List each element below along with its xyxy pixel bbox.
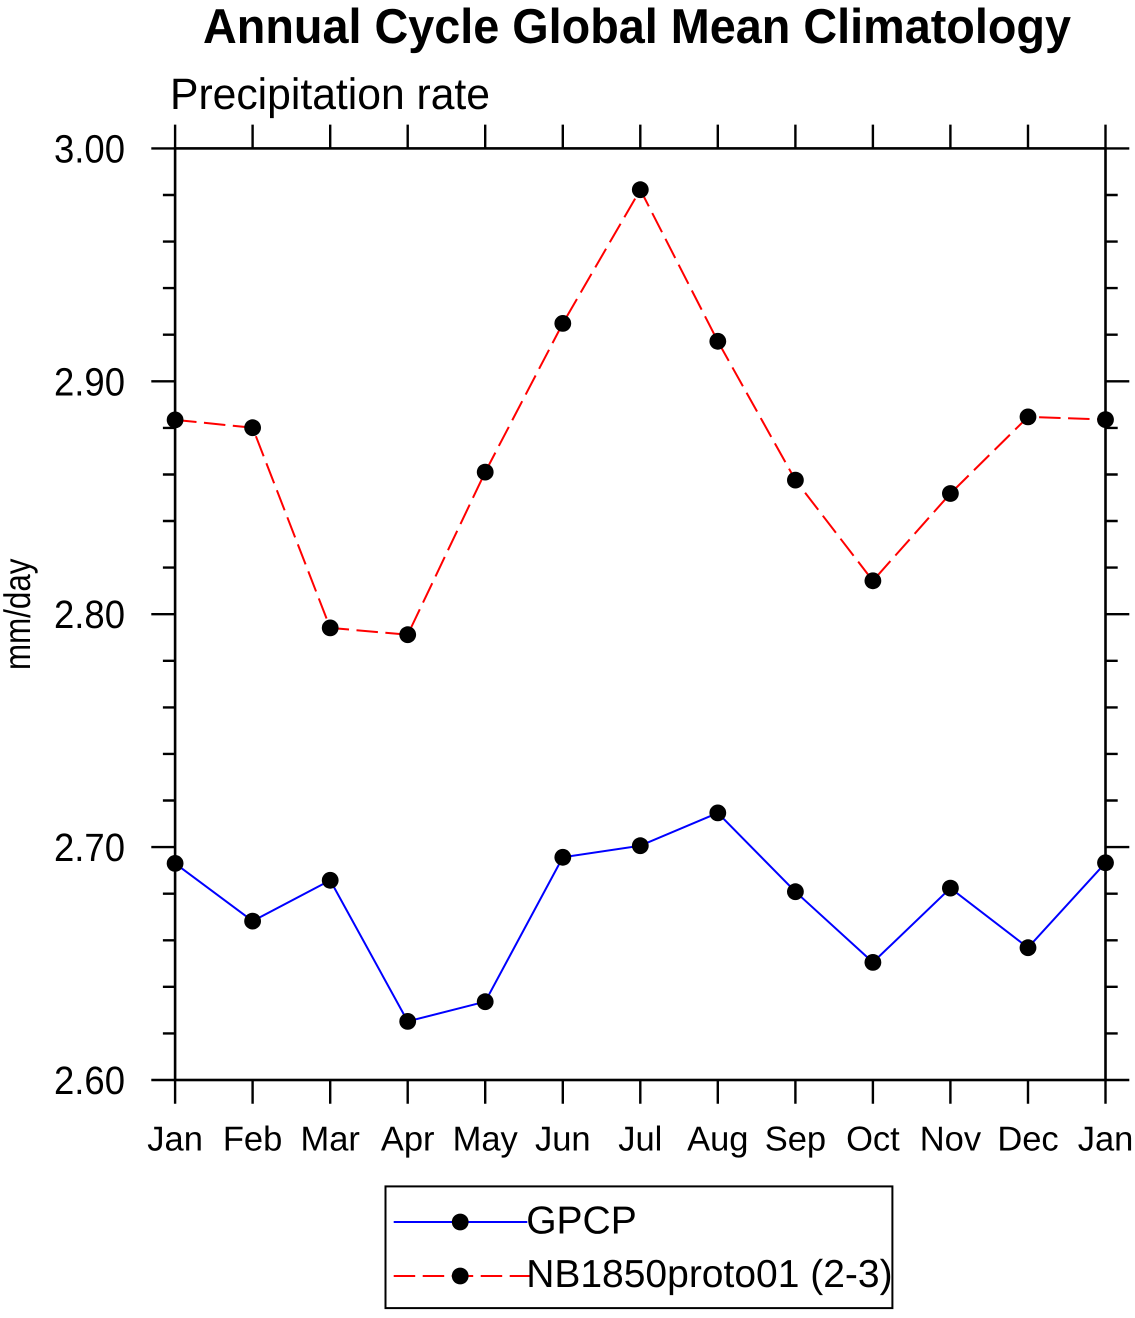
svg-text:Dec: Dec xyxy=(997,1120,1058,1158)
svg-text:Precipitation rate: Precipitation rate xyxy=(170,70,490,119)
svg-text:Jul: Jul xyxy=(618,1120,662,1158)
svg-text:Oct: Oct xyxy=(846,1120,900,1158)
svg-text:Feb: Feb xyxy=(223,1120,282,1158)
svg-text:2.70: 2.70 xyxy=(54,826,125,870)
svg-text:Apr: Apr xyxy=(381,1120,435,1158)
svg-text:2.80: 2.80 xyxy=(54,593,125,637)
svg-text:Sep: Sep xyxy=(765,1120,826,1158)
svg-text:3.00: 3.00 xyxy=(54,127,125,171)
svg-text:Jan: Jan xyxy=(1078,1120,1134,1158)
svg-text:mm/day: mm/day xyxy=(0,558,38,670)
svg-text:May: May xyxy=(453,1120,519,1158)
svg-text:GPCP: GPCP xyxy=(526,1200,637,1243)
svg-text:Jun: Jun xyxy=(535,1120,591,1158)
svg-text:Annual Cycle Global Mean Clima: Annual Cycle Global Mean Climatology xyxy=(203,0,1071,54)
svg-text:NB1850proto01 (2-3): NB1850proto01 (2-3) xyxy=(526,1253,892,1296)
svg-text:2.60: 2.60 xyxy=(54,1059,125,1103)
svg-text:Aug: Aug xyxy=(687,1120,748,1158)
svg-text:Nov: Nov xyxy=(920,1120,982,1158)
svg-text:2.90: 2.90 xyxy=(54,360,125,404)
svg-text:Mar: Mar xyxy=(300,1120,359,1158)
svg-text:Jan: Jan xyxy=(147,1120,203,1158)
